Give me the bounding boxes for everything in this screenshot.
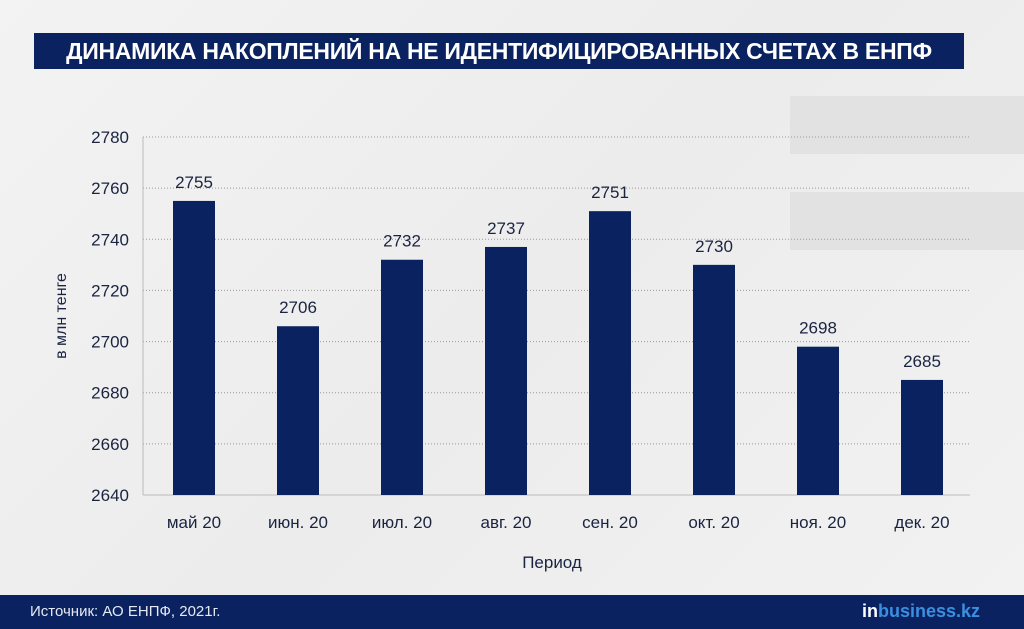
decor-block [790, 96, 1024, 154]
bar [173, 200, 215, 495]
bar [693, 264, 735, 495]
data-label: 2751 [591, 183, 629, 202]
data-label: 2706 [279, 298, 317, 317]
x-tick-label: окт. 20 [688, 513, 739, 532]
y-tick-label: 2720 [91, 281, 129, 300]
data-label: 2685 [903, 352, 941, 371]
y-tick-label: 2680 [91, 384, 129, 403]
x-tick-label: ноя. 20 [790, 513, 846, 532]
x-tick-label: сен. 20 [582, 513, 638, 532]
x-axis-title: Период [522, 553, 582, 572]
data-label: 2755 [175, 173, 213, 192]
chart-title: ДИНАМИКА НАКОПЛЕНИЙ НА НЕ ИДЕНТИФИЦИРОВА… [34, 33, 964, 69]
brand-logo[interactable]: inbusiness.kz [861, 601, 980, 621]
x-tick-label: май 20 [167, 513, 221, 532]
bar [589, 211, 631, 495]
data-label: 2737 [487, 219, 525, 238]
y-tick-label: 2660 [91, 435, 129, 454]
data-label: 2730 [695, 237, 733, 256]
x-tick-label: июл. 20 [372, 513, 432, 532]
decor-block [790, 192, 1024, 250]
x-tick-label: дек. 20 [894, 513, 949, 532]
data-label: 2732 [383, 232, 421, 251]
data-label: 2698 [799, 319, 837, 338]
source-text: Источник: АО ЕНПФ, 2021г. [30, 603, 221, 620]
x-tick-label: июн. 20 [268, 513, 328, 532]
bar [797, 346, 839, 495]
y-tick-label: 2760 [91, 179, 129, 198]
y-axis-title: в млн тенге [53, 273, 70, 359]
y-tick-label: 2780 [91, 128, 129, 147]
bar [277, 326, 319, 495]
y-tick-label: 2700 [91, 333, 129, 352]
x-tick-label: авг. 20 [481, 513, 532, 532]
footer: Источник: АО ЕНПФ, 2021г. inbusiness.kz [0, 595, 1024, 629]
bar [901, 379, 943, 495]
bar [485, 246, 527, 495]
bar [381, 259, 423, 495]
y-tick-label: 2740 [91, 230, 129, 249]
y-tick-label: 2640 [91, 486, 129, 505]
